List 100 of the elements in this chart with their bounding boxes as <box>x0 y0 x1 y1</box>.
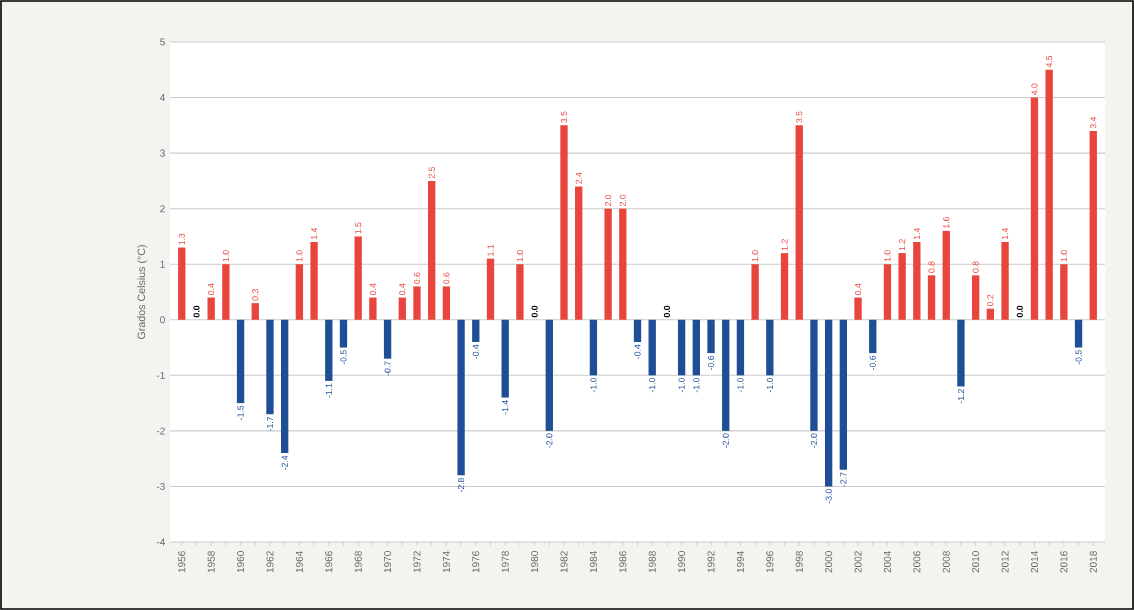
data-label: 1.2 <box>781 239 788 251</box>
x-tick-label: 1976 <box>472 551 480 573</box>
x-tick-label: 1956 <box>178 551 186 573</box>
data-label: -1.0 <box>649 377 656 393</box>
data-label: 1.0 <box>1060 250 1067 262</box>
data-label: -0.4 <box>472 344 479 359</box>
bar <box>986 308 995 320</box>
data-label: 0.0 <box>531 305 538 318</box>
x-tick-label: 1988 <box>648 551 656 573</box>
data-label: 2.0 <box>619 194 626 206</box>
x-tick-label: 1970 <box>384 551 392 573</box>
x-tick-label: 1962 <box>266 551 274 573</box>
bar <box>325 319 333 381</box>
data-label: 0.0 <box>193 305 200 318</box>
bar <box>295 264 304 320</box>
x-tick-label: 1974 <box>442 551 450 573</box>
data-label: -0.5 <box>340 350 347 365</box>
data-label: -0.7 <box>384 361 391 376</box>
data-label: -2.0 <box>810 433 817 448</box>
y-tick-label: -3 <box>156 482 165 490</box>
data-label: 0.4 <box>369 283 376 295</box>
data-label: -0.6 <box>707 355 715 370</box>
data-label: 0.4 <box>854 283 862 295</box>
bar <box>398 297 406 320</box>
bar <box>1001 242 1009 320</box>
bar <box>766 319 774 376</box>
data-label: -1.0 <box>693 377 700 393</box>
data-label: -2.7 <box>840 472 847 487</box>
bar <box>560 125 568 320</box>
bar <box>545 319 553 431</box>
data-label: 1.3 <box>178 233 185 245</box>
data-label: -0.4 <box>634 344 641 359</box>
x-tick-label: 2000 <box>825 551 833 573</box>
data-label: -1.1 <box>325 383 332 398</box>
bar <box>516 264 524 320</box>
bar <box>942 230 950 320</box>
bar <box>913 242 921 320</box>
y-axis-title: Grados Celsius (°C) <box>137 245 148 339</box>
data-label: 0.6 <box>413 272 421 284</box>
data-label: -1.4 <box>502 400 509 415</box>
data-label: -1.0 <box>590 377 597 393</box>
bar <box>486 258 495 320</box>
bar <box>824 319 833 487</box>
bar <box>472 319 480 342</box>
x-tick-label: 2006 <box>913 551 921 573</box>
y-tick-label: -4 <box>156 538 165 546</box>
bar <box>736 319 745 376</box>
bar <box>369 297 377 320</box>
data-label: 0.3 <box>252 289 259 301</box>
bar <box>383 319 392 359</box>
bar <box>178 247 186 320</box>
bar <box>722 319 730 431</box>
bar <box>707 319 715 354</box>
data-label: 1.5 <box>355 222 362 234</box>
data-label: -2.4 <box>281 455 288 470</box>
data-label: 1.1 <box>487 244 494 256</box>
bar <box>251 303 259 320</box>
data-label: 1.4 <box>1002 227 1009 240</box>
data-label: 0.0 <box>1016 305 1023 318</box>
x-tick-label: 1960 <box>237 551 245 573</box>
x-tick-label: 1990 <box>678 551 686 573</box>
bar <box>207 297 215 320</box>
bar <box>883 264 892 320</box>
x-tick-label: 1998 <box>795 551 803 573</box>
data-label: 1.0 <box>752 250 759 262</box>
data-label: -2.0 <box>722 433 729 448</box>
bar <box>1045 69 1053 320</box>
y-tick-label: 1 <box>160 260 165 268</box>
bar <box>971 275 980 320</box>
data-label: 1.6 <box>943 216 950 228</box>
bar <box>869 319 877 354</box>
bar <box>501 319 509 398</box>
bar <box>677 319 686 376</box>
bar <box>1074 319 1083 348</box>
bar <box>428 180 436 320</box>
bar <box>810 319 818 431</box>
data-label: -1.7 <box>266 416 273 432</box>
x-tick-label: 1980 <box>531 551 539 573</box>
data-label: 3.5 <box>796 111 803 123</box>
x-tick-label: 1984 <box>589 551 597 573</box>
data-label: -1.2 <box>957 389 964 404</box>
x-tick-label: 2016 <box>1060 551 1068 573</box>
y-tick-label: 2 <box>160 205 165 213</box>
data-label: 0.4 <box>399 283 406 295</box>
data-label: 2.0 <box>605 194 612 206</box>
data-label: 0.8 <box>928 261 935 273</box>
x-tick-label: 2018 <box>1089 551 1097 573</box>
y-tick-label: 4 <box>159 94 165 101</box>
x-tick-label: 2014 <box>1030 551 1038 573</box>
data-label: 1.0 <box>222 250 229 262</box>
bar <box>633 319 642 342</box>
y-tick-label: -1 <box>156 371 165 379</box>
data-label: 1.0 <box>296 250 303 262</box>
data-label: -2.8 <box>458 477 465 493</box>
bar <box>266 319 274 415</box>
bar <box>898 253 906 320</box>
bar <box>692 319 700 376</box>
x-tick-label: 1972 <box>413 551 421 573</box>
x-tick-label: 2008 <box>942 551 950 573</box>
bar <box>339 319 348 348</box>
